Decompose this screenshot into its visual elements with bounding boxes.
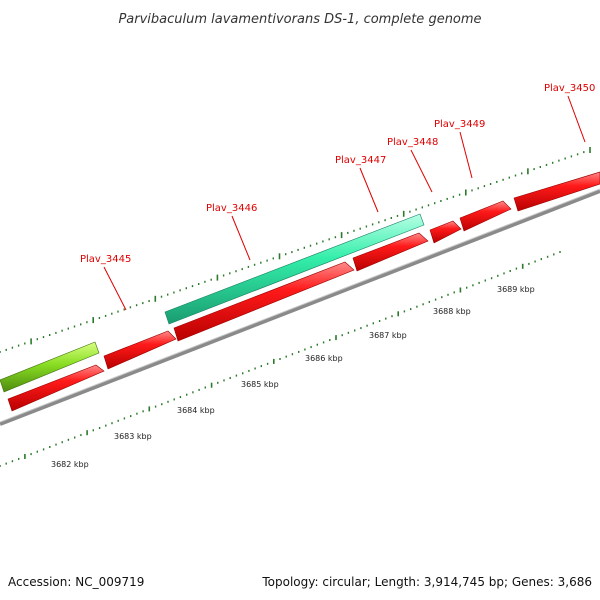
reverse-strand-genes	[0, 213, 425, 393]
gene-label-leader	[459, 131, 473, 179]
ruler-label-3686: 3686 kbp	[305, 354, 343, 363]
genome-backbone	[0, 189, 600, 426]
gene-arrow-forward[interactable]	[429, 220, 462, 244]
map-title: Parvibaculum lavamentivorans DS-1, compl…	[118, 12, 481, 27]
accession-text: Accession: NC_009719	[8, 575, 144, 589]
gene-arrow-forward[interactable]	[459, 200, 512, 232]
ruler-label-3684: 3684 kbp	[177, 406, 215, 415]
outer-tick-track	[0, 147, 591, 353]
gene-label-plav-3448[interactable]: Plav_3448	[387, 137, 438, 148]
forward-strand-genes	[7, 171, 600, 412]
ruler-label-3685: 3685 kbp	[241, 380, 279, 389]
ruler-label-3689: 3689 kbp	[497, 285, 535, 294]
gene-arrow-forward[interactable]	[103, 330, 177, 370]
gene-arrow-reverse[interactable]	[164, 213, 425, 325]
gene-label-plav-3447[interactable]: Plav_3447	[335, 155, 386, 166]
genome-backbone-highlight	[0, 188, 600, 423]
ruler-ticks	[0, 251, 561, 467]
gene-label-plav-3449[interactable]: Plav_3449	[434, 119, 485, 130]
gene-label-leader	[410, 149, 433, 193]
ruler-label-3688: 3688 kbp	[433, 307, 471, 316]
gene-arrow-forward[interactable]	[513, 171, 600, 212]
gene-label-plav-3450[interactable]: Plav_3450	[544, 83, 595, 94]
gene-arrow-forward[interactable]	[173, 261, 355, 342]
gene-label-plav-3446[interactable]: Plav_3446	[206, 203, 257, 214]
ruler-label-3683: 3683 kbp	[114, 432, 152, 441]
gene-label-leader	[231, 215, 251, 261]
gene-arrow-forward[interactable]	[352, 232, 429, 272]
ruler-labels: 3682 kbp 3683 kbp 3684 kbp 3685 kbp 3686…	[51, 285, 535, 469]
ruler-label-3682: 3682 kbp	[51, 460, 89, 469]
gene-label-leader	[359, 167, 379, 213]
ruler-label-3687: 3687 kbp	[369, 331, 407, 340]
gene-label-leader	[103, 266, 127, 311]
gene-label-plav-3445[interactable]: Plav_3445	[80, 254, 131, 265]
gene-labels: Plav_3445 Plav_3446 Plav_3447 Plav_3448 …	[80, 83, 595, 311]
gene-arrow-reverse[interactable]	[0, 341, 100, 393]
gene-label-leader	[567, 95, 586, 143]
gene-arrow-forward[interactable]	[7, 364, 105, 412]
genome-summary-text: Topology: circular; Length: 3,914,745 bp…	[261, 575, 592, 589]
